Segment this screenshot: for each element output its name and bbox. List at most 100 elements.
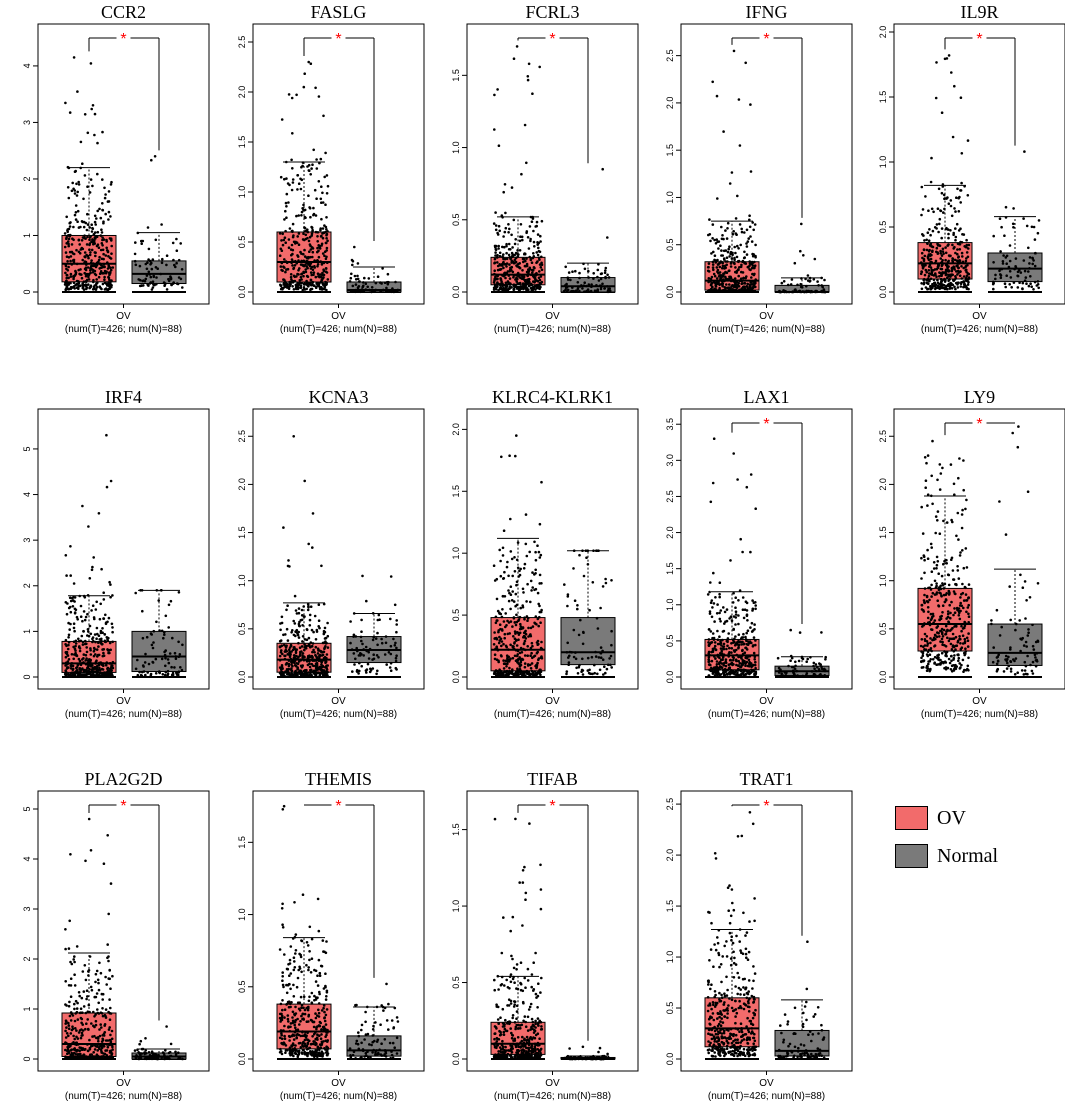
normal-point (360, 630, 363, 633)
normal-point (581, 657, 584, 661)
normal-point (570, 289, 574, 293)
tumor-point (86, 131, 90, 135)
normal-point (805, 673, 808, 677)
x-category-label: OV (331, 696, 346, 707)
tumor-point (317, 625, 321, 628)
tumor-point (538, 270, 541, 273)
normal-point (994, 273, 997, 277)
tumor-point (733, 650, 736, 653)
normal-point (824, 658, 827, 661)
normal-point (802, 254, 805, 257)
tumor-point (965, 274, 969, 278)
normal-point (580, 670, 583, 673)
normal-points (348, 245, 400, 294)
normal-point (791, 669, 795, 672)
tumor-point (296, 287, 300, 291)
tumor-point (530, 220, 534, 223)
tumor-point (733, 277, 737, 280)
tumor-point (103, 281, 107, 285)
sample-size-caption: (num(T)=426; num(N)=88) (494, 709, 611, 720)
tumor-point (930, 261, 933, 264)
tumor-point (753, 266, 756, 270)
normal-point (388, 666, 392, 669)
tumor-point (88, 662, 91, 665)
tumor-point (720, 290, 724, 293)
sig-star-bg (759, 416, 774, 428)
tumor-point (518, 615, 522, 619)
normal-point (170, 673, 174, 677)
tumor-point (287, 246, 291, 249)
tumor-point (721, 279, 724, 283)
normal-point (823, 290, 827, 294)
normal-point (1018, 281, 1021, 285)
tumor-point (922, 234, 925, 237)
tumor-point (71, 668, 75, 671)
tumor-point (734, 623, 737, 626)
normal-point (350, 272, 353, 276)
sig-star: * (763, 416, 769, 433)
normal-point (566, 288, 570, 292)
tumor-point (746, 286, 749, 290)
tumor-point (709, 500, 713, 504)
tumor-point (711, 80, 714, 84)
tumor-point (943, 207, 946, 211)
tumor-point (111, 630, 114, 634)
tumor-point (106, 620, 109, 624)
tumor-point (503, 595, 507, 598)
tumor-point (723, 610, 727, 614)
tumor-point (738, 279, 742, 283)
tumor-point (732, 288, 736, 292)
tumor-point (326, 239, 329, 243)
normal-point (570, 651, 573, 654)
tumor-point (526, 672, 530, 676)
normal-point (166, 669, 170, 673)
tumor-point (529, 239, 532, 243)
tumor-point (494, 228, 498, 232)
tumor-point (505, 654, 509, 657)
normal-point (360, 618, 363, 622)
tumor-point (503, 670, 507, 674)
normal-point (146, 671, 149, 674)
normal-point (798, 631, 802, 634)
normal-point (800, 656, 804, 660)
normal-point (144, 673, 147, 677)
normal-point (359, 635, 363, 639)
normal-point (780, 672, 783, 675)
tumor-point (747, 658, 751, 662)
tumor-point (751, 264, 755, 267)
tumor-point (284, 270, 287, 274)
normal-point (574, 651, 577, 654)
tumor-point (65, 612, 69, 616)
normal-point (389, 617, 392, 621)
tumor-point (535, 623, 538, 626)
tumor-point (741, 672, 744, 675)
tumor-point (307, 656, 311, 659)
tumor-point (720, 666, 724, 670)
tumor-point (530, 589, 533, 592)
tumor-point (711, 263, 715, 266)
tumor-point (539, 240, 542, 243)
tumor-point (301, 164, 304, 168)
tumor-point (507, 223, 510, 226)
tumor-point (311, 255, 314, 259)
tumor-point (279, 283, 282, 287)
tumor-point (94, 640, 97, 644)
tumor-point (529, 646, 533, 650)
tumor-point (308, 659, 311, 663)
tumor-point (305, 281, 308, 285)
normal-point (1024, 276, 1028, 279)
tumor-point (514, 454, 517, 458)
tumor-point (310, 226, 314, 229)
tumor-point (64, 271, 67, 275)
tumor-point (302, 85, 306, 89)
tumor-point (954, 276, 958, 280)
tumor-point (82, 594, 86, 598)
tumor-point (281, 243, 285, 247)
tumor-point (716, 603, 719, 606)
tumor-point (500, 644, 503, 648)
x-category-label: OV (972, 311, 987, 322)
tumor-point (326, 674, 329, 677)
tumor-point (516, 255, 520, 258)
tumor-point (302, 286, 306, 289)
tumor-point (320, 654, 324, 657)
